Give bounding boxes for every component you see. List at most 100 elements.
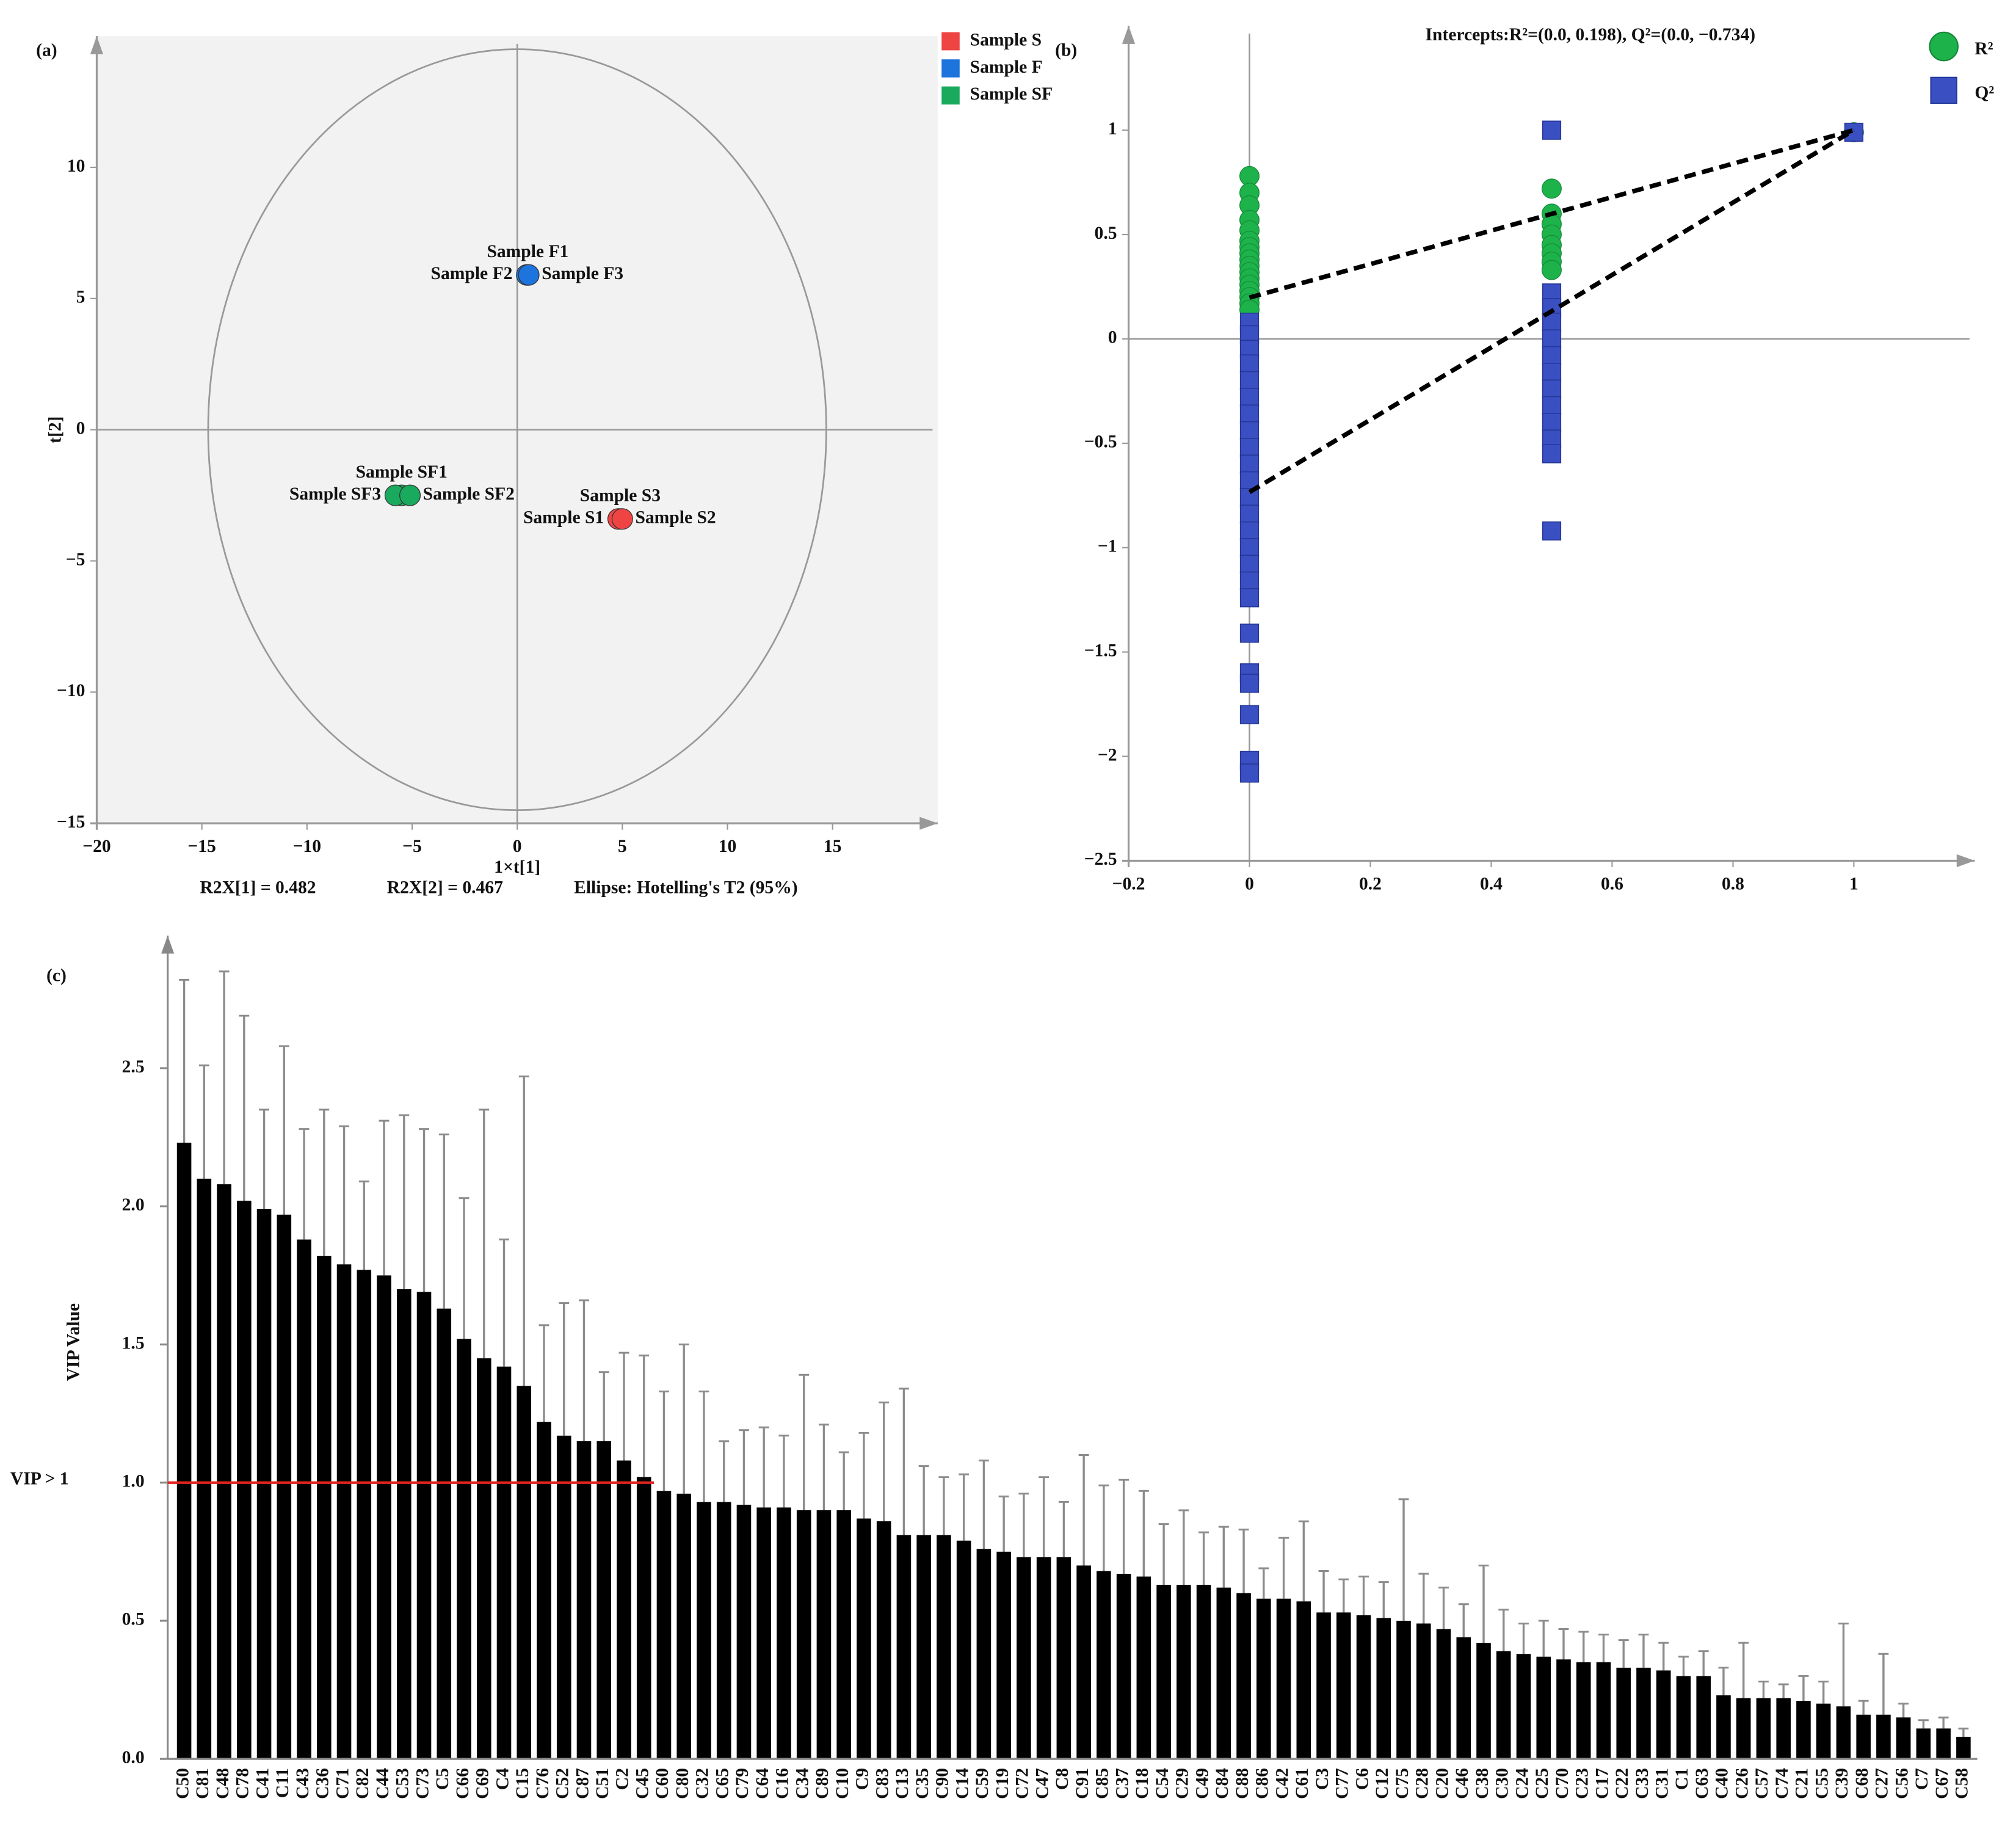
x-tick-label: 0 bbox=[1245, 874, 1254, 893]
bar bbox=[416, 1292, 432, 1759]
x-tick-label: C19 bbox=[993, 1768, 1012, 1799]
bar bbox=[1036, 1557, 1051, 1759]
bar bbox=[1356, 1615, 1371, 1759]
x-tick-label: C3 bbox=[1313, 1768, 1332, 1790]
y-tick-label: 2.5 bbox=[122, 1057, 145, 1077]
bar bbox=[256, 1209, 272, 1759]
x-tick-label: C44 bbox=[373, 1768, 393, 1799]
bar bbox=[976, 1549, 992, 1759]
point bbox=[1239, 388, 1260, 407]
bar bbox=[1416, 1623, 1431, 1759]
point bbox=[1239, 504, 1260, 524]
x-tick-label: C29 bbox=[1173, 1768, 1192, 1799]
y-tick-label: 0 bbox=[76, 418, 85, 438]
bar bbox=[857, 1518, 871, 1759]
bar bbox=[357, 1270, 372, 1759]
bar bbox=[377, 1275, 391, 1759]
bar bbox=[1376, 1618, 1391, 1759]
bar bbox=[1656, 1670, 1671, 1759]
point-label: Sample S2 bbox=[635, 508, 716, 528]
x-tick-label: C64 bbox=[753, 1768, 772, 1799]
y-tick-label: −2 bbox=[1098, 745, 1117, 765]
x-tick-label: C38 bbox=[1473, 1768, 1492, 1799]
x-tick-label: C47 bbox=[1032, 1768, 1052, 1799]
point-label: Sample SF1 bbox=[356, 462, 448, 482]
legend-label: Q² bbox=[1974, 83, 1994, 103]
legend-swatch bbox=[941, 59, 960, 78]
x-tick-label: C11 bbox=[273, 1768, 292, 1798]
point bbox=[399, 484, 421, 506]
point-label: Sample SF2 bbox=[423, 484, 515, 504]
x-tick-label: C66 bbox=[453, 1768, 473, 1799]
legend-marker bbox=[1930, 76, 1957, 104]
x-tick-label: C49 bbox=[1192, 1768, 1212, 1799]
footnote: Ellipse: Hotelling's T2 (95%) bbox=[574, 878, 798, 898]
point bbox=[1542, 362, 1562, 382]
x-tick-label: C34 bbox=[792, 1768, 812, 1799]
bar bbox=[1056, 1557, 1071, 1759]
x-tick-label: C41 bbox=[253, 1768, 272, 1799]
axis-arrow bbox=[161, 935, 175, 954]
bar bbox=[956, 1540, 971, 1759]
threshold-label: VIP > 1 bbox=[10, 1469, 69, 1488]
panel-label: (a) bbox=[36, 40, 57, 60]
x-tick-label: C67 bbox=[1932, 1768, 1952, 1799]
x-tick-label: C17 bbox=[1592, 1768, 1612, 1799]
y-axis-label: t[2] bbox=[46, 416, 65, 443]
point bbox=[1239, 571, 1260, 591]
legend-marker bbox=[1929, 31, 1959, 62]
x-tick-label: C57 bbox=[1752, 1768, 1772, 1799]
x-tick-label: C89 bbox=[813, 1768, 832, 1799]
y-tick-label: 5 bbox=[76, 288, 85, 307]
legend-swatch bbox=[941, 86, 960, 105]
bar bbox=[1636, 1667, 1651, 1759]
point bbox=[1239, 763, 1260, 783]
x-tick-label: −0.2 bbox=[1112, 874, 1145, 893]
point-label: Sample F3 bbox=[542, 264, 623, 283]
bar bbox=[617, 1460, 631, 1759]
bar bbox=[1796, 1701, 1811, 1759]
axis-arrow bbox=[919, 817, 938, 830]
x-tick-label: C48 bbox=[213, 1768, 233, 1799]
bar bbox=[1896, 1717, 1911, 1759]
x-tick-label: C20 bbox=[1432, 1768, 1452, 1799]
x-tick-label: C1 bbox=[1672, 1768, 1692, 1790]
point-label: Sample F2 bbox=[431, 264, 513, 283]
x-tick-label: −10 bbox=[293, 837, 321, 856]
x-tick-label: C12 bbox=[1372, 1768, 1392, 1799]
point bbox=[1239, 371, 1260, 390]
bar bbox=[676, 1493, 691, 1759]
x-tick-label: C51 bbox=[593, 1768, 612, 1799]
bar bbox=[697, 1502, 711, 1759]
x-tick-label: C70 bbox=[1553, 1768, 1572, 1799]
legend-swatch bbox=[941, 32, 960, 51]
bar bbox=[496, 1366, 512, 1759]
x-tick-label: C39 bbox=[1832, 1768, 1852, 1799]
panel-label: (c) bbox=[46, 966, 67, 985]
point bbox=[1542, 346, 1562, 365]
x-tick-label: C35 bbox=[913, 1768, 932, 1799]
bar bbox=[1276, 1598, 1291, 1759]
x-tick-label: C31 bbox=[1653, 1768, 1672, 1799]
permutation-line bbox=[1248, 128, 1855, 494]
bar bbox=[457, 1339, 471, 1759]
bar bbox=[396, 1289, 412, 1759]
x-tick-label: C10 bbox=[833, 1768, 852, 1799]
x-tick-label: C88 bbox=[1233, 1768, 1252, 1799]
x-tick-label: C25 bbox=[1532, 1768, 1552, 1799]
x-tick-label: C8 bbox=[1053, 1768, 1072, 1790]
x-tick-label: C13 bbox=[893, 1768, 912, 1799]
x-tick-label: C71 bbox=[333, 1768, 352, 1799]
bar bbox=[437, 1308, 452, 1759]
point bbox=[1239, 421, 1260, 440]
x-tick-label: C28 bbox=[1413, 1768, 1432, 1799]
bar bbox=[1616, 1667, 1631, 1759]
bar bbox=[736, 1504, 752, 1759]
y-tick-label: 1.5 bbox=[122, 1333, 145, 1353]
bar bbox=[1496, 1651, 1511, 1759]
x-tick-label: C26 bbox=[1732, 1768, 1752, 1799]
y-tick-label: −1.5 bbox=[1084, 641, 1117, 660]
point bbox=[1239, 674, 1260, 693]
x-tick-label: C59 bbox=[973, 1768, 992, 1799]
bar bbox=[1177, 1585, 1191, 1759]
